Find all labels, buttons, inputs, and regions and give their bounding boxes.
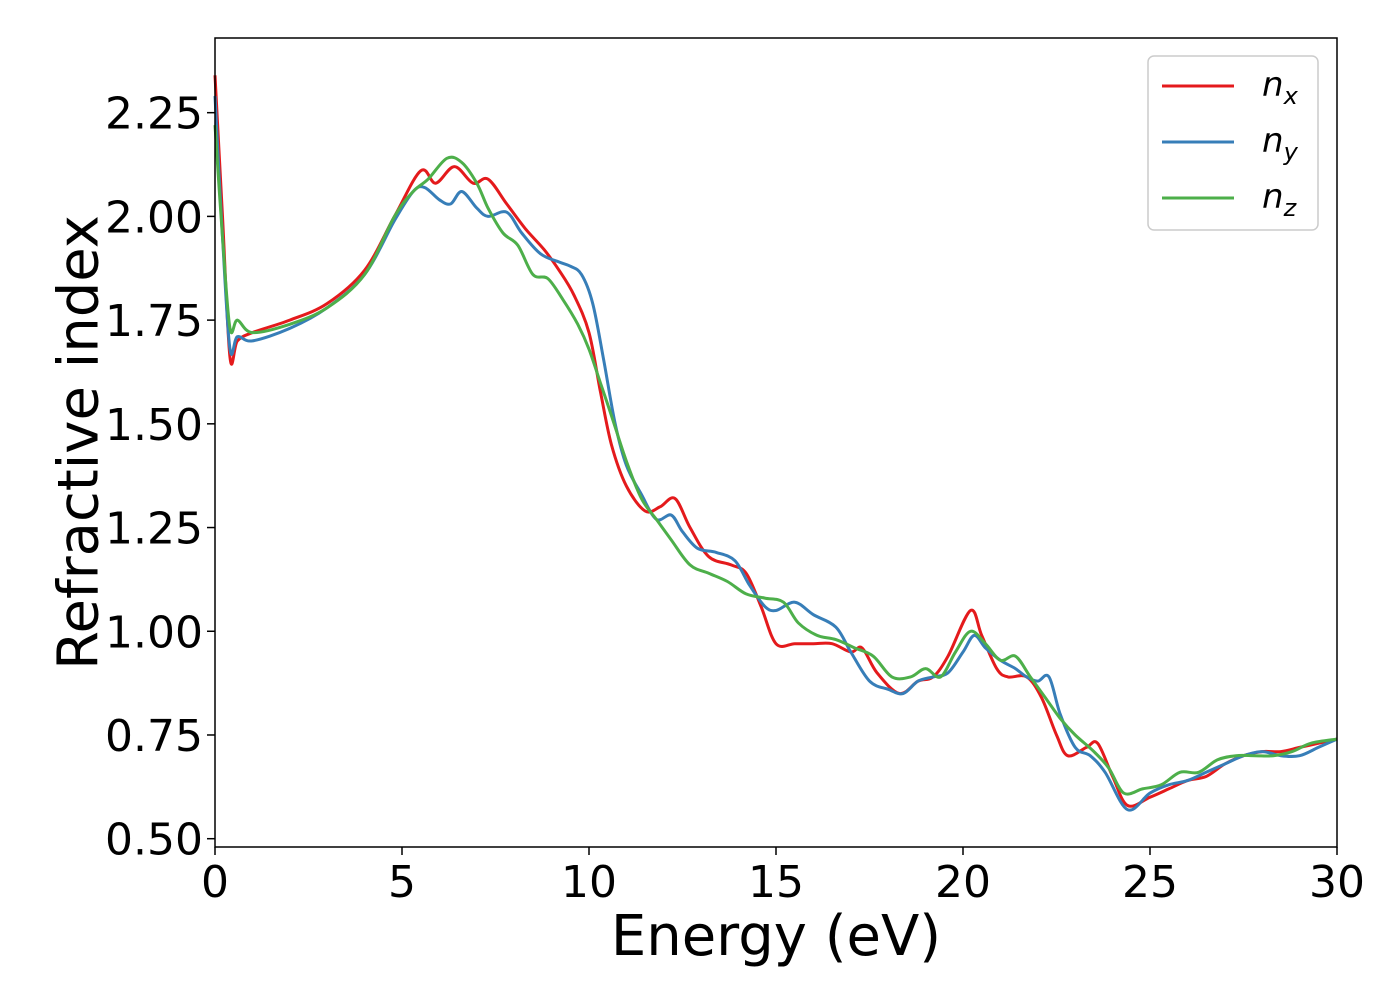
y-tick-label: 0.75 xyxy=(105,711,203,762)
series-line-ny xyxy=(213,96,1338,812)
y-tick-label: 1.75 xyxy=(105,296,203,347)
x-tick-label: 30 xyxy=(1309,857,1365,908)
x-tick-label: 0 xyxy=(201,857,229,908)
x-tick-label: 20 xyxy=(935,857,991,908)
x-tick-label: 15 xyxy=(748,857,804,908)
y-tick-label: 1.25 xyxy=(105,504,203,555)
x-axis-title: Energy (eV) xyxy=(611,904,941,969)
legend-subscript: x xyxy=(1283,82,1299,110)
y-tick-label: 1.50 xyxy=(105,400,203,451)
y-tick-label: 2.25 xyxy=(105,89,203,140)
y-tick-label: 2.00 xyxy=(105,192,203,243)
series-layer xyxy=(213,75,1338,812)
series-line-nx xyxy=(213,75,1338,808)
legend-subscript: y xyxy=(1283,138,1299,166)
y-axis-title: Refractive index xyxy=(47,215,112,670)
x-tick-label: 5 xyxy=(388,857,416,908)
legend-subscript: z xyxy=(1283,194,1298,222)
y-tick-label: 0.50 xyxy=(105,815,203,866)
x-tick-label: 10 xyxy=(561,857,617,908)
y-tick-label: 1.00 xyxy=(105,607,203,658)
x-tick-label: 25 xyxy=(1122,857,1178,908)
axes-layer: 0 5 10 15 20 25 30 0.50 0.75 1.00 1.25 1.50 1.75 2.00… xyxy=(105,37,1365,908)
series-line-nz xyxy=(213,125,1338,796)
